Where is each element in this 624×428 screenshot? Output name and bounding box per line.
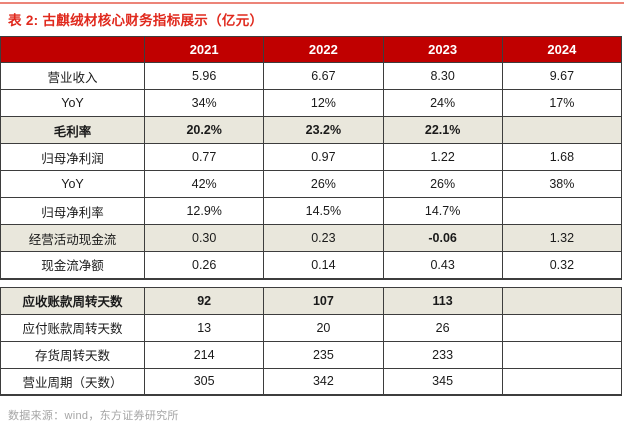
value-cell (501, 286, 623, 315)
value-cell: 92 (144, 286, 265, 315)
top-accent-line (0, 2, 624, 4)
table-row: 归母净利润 0.77 0.97 1.22 1.68 (0, 143, 623, 171)
value-cell: 233 (382, 340, 503, 369)
row-label: 归母净利率 (0, 197, 146, 225)
table-row: 存货周转天数 214 235 233 (0, 340, 623, 369)
column-header-year: 2024 (501, 36, 623, 63)
value-cell: 12% (263, 89, 384, 117)
row-label: 归母净利润 (0, 143, 146, 171)
value-cell: 23.2% (263, 116, 384, 144)
value-cell: 8.30 (382, 62, 503, 90)
value-cell: 14.5% (263, 197, 384, 225)
table-row: 应付账款周转天数 13 20 26 (0, 313, 623, 342)
row-label: YoY (0, 170, 146, 198)
value-cell: 42% (144, 170, 265, 198)
financial-table-container: 2021 2022 2023 2024 营业收入 5.96 6.67 8.30 9.67 YoY… (0, 36, 623, 396)
value-cell: 1.32 (501, 224, 623, 252)
value-cell: 345 (382, 367, 503, 396)
row-label: 存货周转天数 (0, 340, 146, 369)
column-header-year: 2023 (382, 36, 503, 63)
table-title: 表 2: 古麒绒材核心财务指标展示（亿元） (8, 13, 264, 28)
value-cell: 235 (263, 340, 384, 369)
table-row: 经营活动现金流 0.30 0.23 -0.06 1.32 (0, 224, 623, 252)
value-cell: -0.06 (382, 224, 503, 252)
column-header-blank (0, 36, 146, 63)
value-cell: 305 (144, 367, 265, 396)
data-source: 数据来源：wind，东方证券研究所 (8, 410, 179, 422)
row-label: 营业收入 (0, 62, 146, 90)
table-row: 归母净利率 12.9% 14.5% 14.7% (0, 197, 623, 225)
value-cell (501, 197, 623, 225)
value-cell: 113 (382, 286, 503, 315)
row-label: YoY (0, 89, 146, 117)
value-cell: 9.67 (501, 62, 623, 90)
value-cell: 5.96 (144, 62, 265, 90)
row-label: 营业周期（天数） (0, 367, 146, 396)
value-cell: 26 (382, 313, 503, 342)
table-row: YoY 34% 12% 24% 17% (0, 89, 623, 117)
value-cell: 342 (263, 367, 384, 396)
value-cell: 0.30 (144, 224, 265, 252)
column-header-year: 2022 (263, 36, 384, 63)
value-cell: 34% (144, 89, 265, 117)
value-cell: 6.67 (263, 62, 384, 90)
financial-table-section-1: 2021 2022 2023 2024 营业收入 5.96 6.67 8.30 9.67 YoY… (0, 36, 623, 280)
value-cell: 0.32 (501, 251, 623, 280)
table-row: 营业收入 5.96 6.67 8.30 9.67 (0, 62, 623, 90)
value-cell: 12.9% (144, 197, 265, 225)
value-cell: 0.43 (382, 251, 503, 280)
row-label: 毛利率 (0, 116, 146, 144)
value-cell: 0.26 (144, 251, 265, 280)
value-cell: 14.7% (382, 197, 503, 225)
table-body-section-1: 营业收入 5.96 6.67 8.30 9.67 YoY 34% 12% 24% 17% 毛利率 20… (0, 62, 623, 280)
table-row: YoY 42% 26% 26% 38% (0, 170, 623, 198)
value-cell: 20 (263, 313, 384, 342)
row-label: 应收账款周转天数 (0, 286, 146, 315)
table-row: 现金流净额 0.26 0.14 0.43 0.32 (0, 251, 623, 280)
table-header: 2021 2022 2023 2024 (0, 36, 623, 63)
value-cell: 107 (263, 286, 384, 315)
value-cell: 1.22 (382, 143, 503, 171)
value-cell (501, 367, 623, 396)
value-cell (501, 340, 623, 369)
table-row: 毛利率 20.2% 23.2% 22.1% (0, 116, 623, 144)
column-header-year: 2021 (144, 36, 265, 63)
table-row: 营业周期（天数） 305 342 345 (0, 367, 623, 396)
value-cell: 0.77 (144, 143, 265, 171)
value-cell: 0.97 (263, 143, 384, 171)
value-cell: 0.23 (263, 224, 384, 252)
value-cell: 17% (501, 89, 623, 117)
value-cell: 20.2% (144, 116, 265, 144)
header-row: 2021 2022 2023 2024 (0, 36, 623, 63)
row-label: 应付账款周转天数 (0, 313, 146, 342)
table-row: 应收账款周转天数 92 107 113 (0, 286, 623, 315)
value-cell: 26% (382, 170, 503, 198)
value-cell: 22.1% (382, 116, 503, 144)
value-cell: 26% (263, 170, 384, 198)
value-cell: 214 (144, 340, 265, 369)
section-divider-gap (0, 280, 622, 287)
value-cell: 24% (382, 89, 503, 117)
value-cell: 0.14 (263, 251, 384, 280)
row-label: 经营活动现金流 (0, 224, 146, 252)
value-cell: 1.68 (501, 143, 623, 171)
row-label: 现金流净额 (0, 251, 146, 280)
value-cell (501, 313, 623, 342)
table-body-section-2: 应收账款周转天数 92 107 113 应付账款周转天数 13 20 26 存货周转天数 214 2… (0, 286, 623, 396)
value-cell: 13 (144, 313, 265, 342)
financial-table-section-2: 应收账款周转天数 92 107 113 应付账款周转天数 13 20 26 存货周转天数 214 2… (0, 286, 623, 396)
value-cell: 38% (501, 170, 623, 198)
value-cell (501, 116, 623, 144)
